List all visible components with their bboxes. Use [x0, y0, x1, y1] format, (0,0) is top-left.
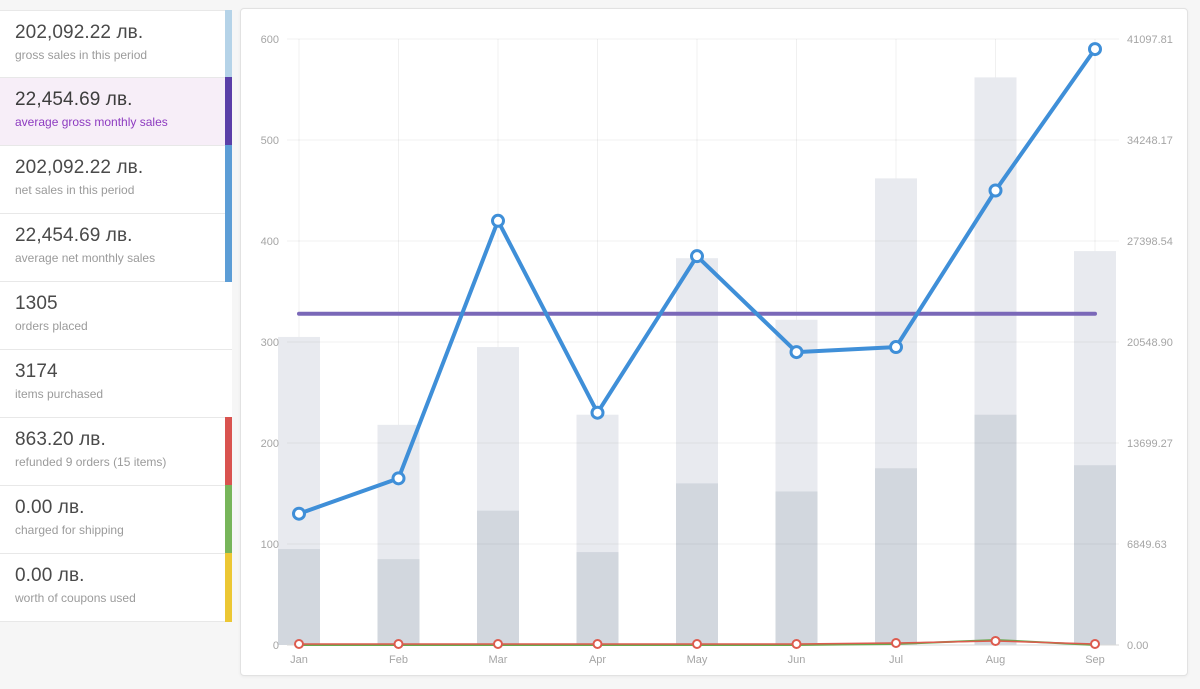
line-series-refunds_line[interactable]	[294, 635, 1100, 649]
stat-value: 863.20 лв.	[15, 429, 106, 450]
stat-card-shipping[interactable]: 0.00 лв. charged for shipping	[0, 485, 232, 554]
axis-tick-label: 34248.17	[1127, 135, 1173, 147]
axis-tick-label: 300	[261, 337, 279, 349]
report-sidebar: 202,092.22 лв. gross sales in this perio…	[0, 10, 232, 622]
stat-accent-bar	[225, 553, 232, 622]
marker-refunds_line-Apr	[592, 638, 603, 649]
bar-orders_bars-Jul	[875, 468, 917, 645]
axis-tick-label: 500	[261, 135, 279, 147]
stat-card-gross-sales[interactable]: 202,092.22 лв. gross sales in this perio…	[0, 10, 232, 78]
stat-value: 202,092.22 лв.	[15, 157, 144, 178]
marker-items_line-Jun	[789, 345, 804, 360]
bar-orders_bars-Mar	[477, 510, 519, 645]
axis-tick-label: May	[687, 654, 708, 666]
axis-tick-label: 20548.90	[1127, 337, 1173, 349]
marker-items_line-Jan	[292, 506, 306, 521]
axis-tick-label: 400	[261, 236, 279, 248]
stat-card-refunded[interactable]: 863.20 лв. refunded 9 orders (15 items)	[0, 417, 232, 486]
stat-label: average net monthly sales	[15, 251, 156, 265]
stat-card-items-purchased[interactable]: 3174 items purchased	[0, 350, 232, 418]
stat-label: items purchased	[15, 387, 104, 401]
stat-value: 0.00 лв.	[15, 497, 85, 518]
sales-chart[interactable]: 0 100 200 300 400 500 600 0.00 6849.63 13699.27 20…	[241, 9, 1187, 675]
axis-tick-label: 600	[261, 34, 279, 46]
bar-orders_bars-May	[676, 483, 718, 645]
marker-refunds_line-Jun	[791, 638, 802, 649]
bar-orders_bars-Aug	[974, 414, 1017, 645]
marker-refunds_line-Sep	[1090, 638, 1100, 649]
stat-value: 1305	[15, 293, 58, 314]
axis-tick-label: Jul	[889, 654, 903, 666]
axis-tick-label: Mar	[489, 654, 508, 666]
stat-accent-bar	[225, 349, 232, 418]
axis-tick-label: Aug	[986, 654, 1006, 666]
stat-value: 22,454.69 лв.	[15, 225, 133, 246]
stat-card-average-gross-monthly-sales[interactable]: 22,454.69 лв. average gross monthly sale…	[0, 77, 232, 146]
stat-label: worth of coupons used	[15, 591, 136, 605]
stat-value: 0.00 лв.	[15, 565, 85, 586]
axis-tick-label: Feb	[389, 654, 408, 666]
stat-label: charged for shipping	[15, 523, 124, 537]
axis-tick-label: Jun	[788, 654, 806, 666]
stat-value: 3174	[15, 361, 58, 382]
chart-panel: 0 100 200 300 400 500 600 0.00 6849.63 13699.27 20…	[240, 8, 1188, 676]
marker-items_line-Mar	[491, 213, 505, 228]
marker-refunds_line-Feb	[393, 638, 404, 649]
stat-label: refunded 9 orders (15 items)	[15, 455, 167, 469]
axis-tick-label: 6849.63	[1127, 539, 1167, 551]
stat-value: 22,454.69 лв.	[15, 89, 133, 110]
stat-accent-bar	[225, 10, 232, 78]
line-series-items_line[interactable]	[292, 42, 1102, 521]
marker-items_line-Jul	[889, 340, 903, 355]
stat-label: orders placed	[15, 319, 88, 333]
axis-tick-label: 100	[261, 539, 279, 551]
axis-tick-label: 200	[261, 438, 279, 450]
marker-refunds_line-Jan	[294, 638, 304, 649]
stat-card-net-sales[interactable]: 202,092.22 лв. net sales in this period	[0, 145, 232, 214]
marker-refunds_line-May	[692, 638, 702, 649]
axis-tick-label: Sep	[1085, 654, 1105, 666]
stat-accent-bar	[225, 77, 232, 146]
bar-orders_bars-Feb	[377, 559, 420, 645]
stat-label: gross sales in this period	[15, 48, 148, 62]
stat-accent-bar	[225, 485, 232, 554]
bar-orders_bars-Apr	[576, 552, 619, 645]
stat-value: 202,092.22 лв.	[15, 22, 144, 43]
stat-accent-bar	[225, 281, 232, 350]
marker-items_line-Sep	[1088, 42, 1102, 57]
horizontal-gridlines	[287, 38, 1119, 545]
stat-card-coupons[interactable]: 0.00 лв. worth of coupons used	[0, 553, 232, 622]
stat-label: average gross monthly sales	[15, 115, 168, 129]
axis-tick-label: 0.00	[1127, 640, 1148, 652]
marker-items_line-Apr	[590, 405, 605, 420]
axis-tick-label: 41097.81	[1127, 34, 1173, 46]
marker-refunds_line-Aug	[990, 635, 1001, 646]
stat-accent-bar	[225, 145, 232, 214]
stat-card-average-net-monthly-sales[interactable]: 22,454.69 лв. average net monthly sales	[0, 213, 232, 282]
marker-items_line-May	[690, 249, 704, 264]
marker-items_line-Feb	[391, 471, 406, 486]
axis-tick-label: 13699.27	[1127, 438, 1173, 450]
axis-tick-label: 27398.54	[1127, 236, 1173, 248]
marker-items_line-Aug	[988, 183, 1003, 198]
bar-orders_bars-Sep	[1074, 465, 1116, 645]
bar-orders_bars-Jan	[278, 549, 320, 645]
axis-tick-label: Apr	[589, 654, 606, 666]
bar-series-orders_bars[interactable]	[278, 414, 1116, 645]
stat-label: net sales in this period	[15, 183, 135, 197]
marker-refunds_line-Jul	[891, 637, 901, 648]
stat-accent-bar	[225, 213, 232, 282]
stat-accent-bar	[225, 417, 232, 486]
axis-tick-label: 0	[273, 640, 279, 652]
marker-refunds_line-Mar	[493, 638, 503, 649]
stat-card-orders-placed[interactable]: 1305 orders placed	[0, 282, 232, 350]
bar-orders_bars-Jun	[775, 491, 818, 645]
axis-tick-label: Jan	[290, 654, 308, 666]
